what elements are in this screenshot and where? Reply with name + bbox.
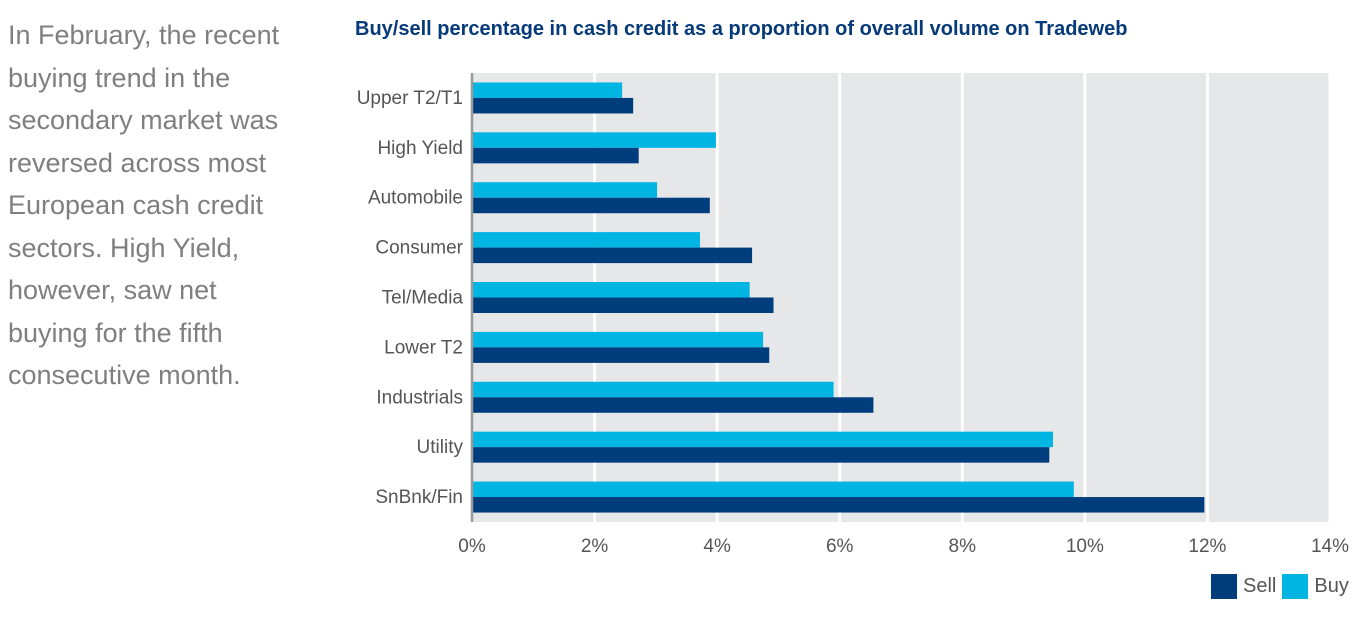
bar-buy: [472, 232, 700, 248]
bar-sell: [472, 297, 774, 313]
bar-buy: [472, 481, 1074, 498]
category-label: Utility: [417, 437, 464, 458]
bar-sell: [472, 147, 639, 164]
bar-buy: [472, 331, 764, 348]
x-tick-label: 6%: [826, 536, 854, 557]
bar-buy: [472, 431, 1053, 448]
bar-sell: [472, 347, 770, 363]
bar-buy: [472, 282, 750, 298]
x-tick-label: 10%: [1066, 536, 1104, 557]
category-label: Upper T2/T1: [357, 88, 463, 109]
category-label: Automobile: [368, 188, 463, 209]
bar-sell: [472, 197, 710, 214]
bar-sell: [472, 447, 1050, 463]
category-label: Consumer: [375, 238, 463, 259]
bar-buy: [472, 381, 834, 398]
bar-sell: [472, 247, 753, 264]
legend-swatch-buy: [1282, 574, 1309, 599]
x-tick-label: 12%: [1188, 536, 1226, 557]
legend-label-sell: Sell: [1243, 575, 1277, 597]
bar-sell: [472, 97, 634, 114]
bar-buy: [472, 82, 623, 98]
chart-title: Buy/sell percentage in cash credit as a …: [355, 18, 1128, 40]
bar-buy: [472, 182, 658, 198]
x-tick-label: 2%: [581, 536, 609, 557]
category-label: SnBnk/Fin: [375, 487, 463, 508]
category-label: Industrials: [376, 387, 463, 408]
bar-sell: [472, 397, 874, 413]
bar-buy: [472, 132, 716, 148]
legend-swatch-sell: [1211, 574, 1237, 599]
intro-paragraph: In February, the recent buying trend in …: [8, 20, 280, 390]
x-tick-label: 8%: [949, 536, 977, 557]
category-label: Lower T2: [384, 337, 463, 358]
category-label: Tel/Media: [382, 288, 464, 309]
legend-label-buy: Buy: [1314, 575, 1349, 597]
x-tick-label: 4%: [703, 536, 731, 557]
legend: Sell Buy: [1211, 574, 1355, 599]
category-label: High Yield: [377, 138, 463, 159]
x-tick-label: 0%: [458, 536, 486, 557]
bar-sell: [472, 497, 1205, 513]
x-tick-label: 14%: [1311, 536, 1349, 557]
